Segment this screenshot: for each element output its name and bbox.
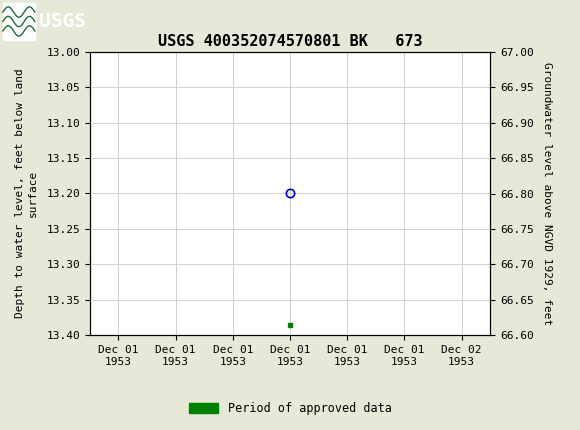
Y-axis label: Depth to water level, feet below land
surface: Depth to water level, feet below land su… <box>15 69 38 318</box>
Legend: Period of approved data: Period of approved data <box>184 397 396 420</box>
Text: USGS 400352074570801 BK   673: USGS 400352074570801 BK 673 <box>158 34 422 49</box>
FancyBboxPatch shape <box>3 3 35 40</box>
Y-axis label: Groundwater level above NGVD 1929, feet: Groundwater level above NGVD 1929, feet <box>542 62 552 325</box>
Text: USGS: USGS <box>39 12 86 31</box>
